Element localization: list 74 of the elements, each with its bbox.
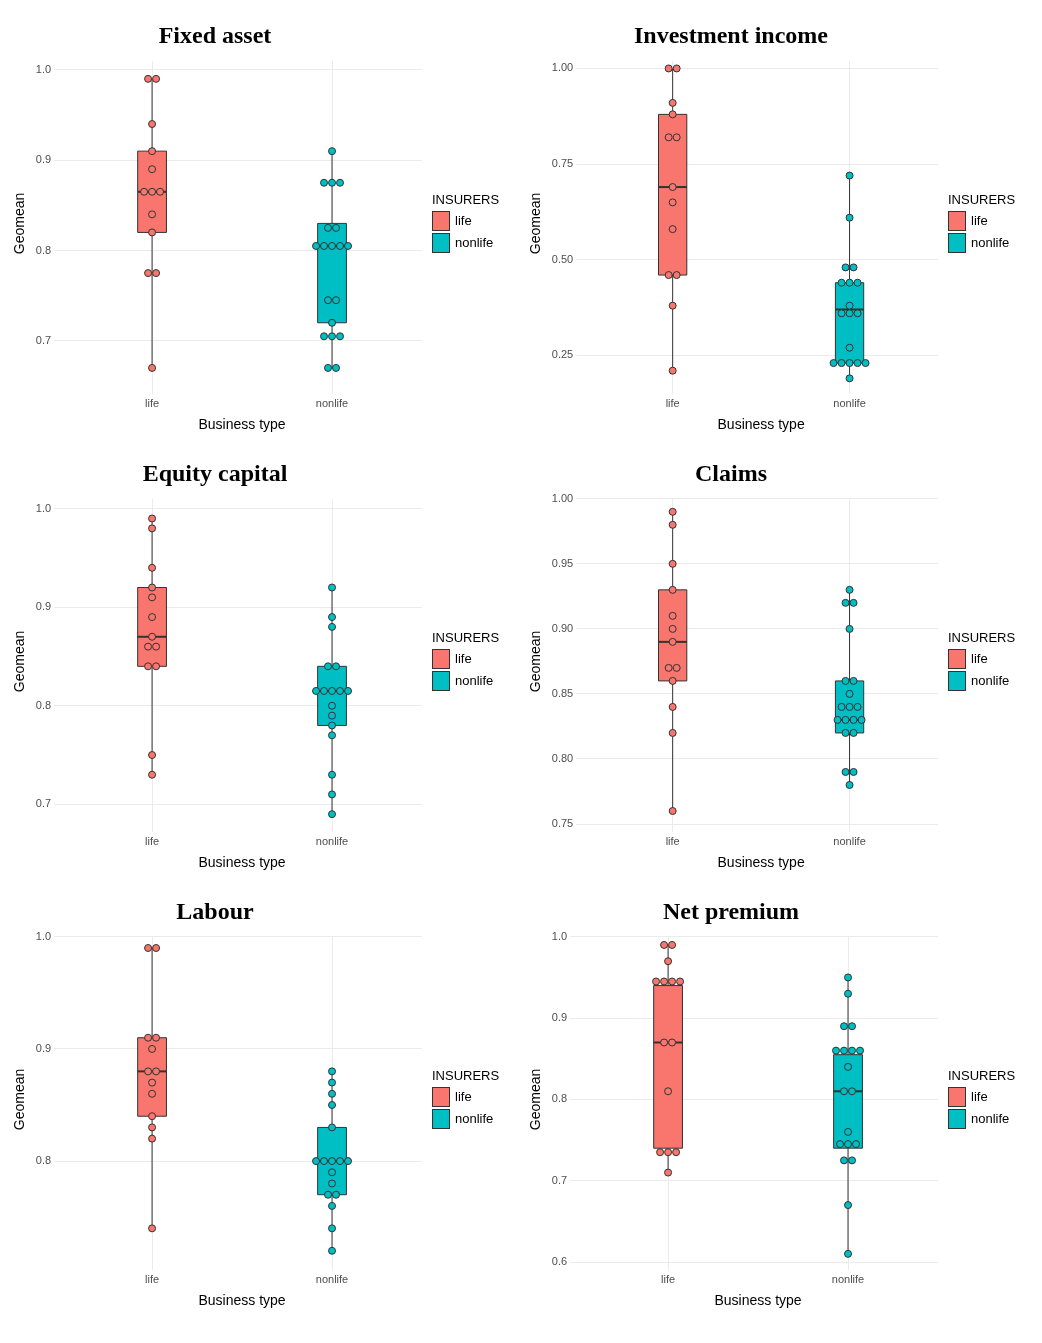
legend-label: life [971, 651, 988, 666]
y-tick-label: 0.6 [551, 1255, 568, 1268]
legend-title: INSURERS [432, 1067, 500, 1083]
x-tick-label: nonlife [315, 1272, 349, 1285]
y-tick-label: 0.25 [551, 348, 574, 361]
y-tick-label: 0.8 [35, 243, 52, 256]
legend-label: life [455, 651, 472, 666]
x-tick-label: nonlife [833, 834, 866, 847]
y-axis-title: Geomean [527, 630, 544, 693]
x-axis-title: Business type [198, 854, 286, 871]
legend-label: nonlife [971, 235, 1010, 250]
legend-label: nonlife [455, 1111, 494, 1126]
legend-title: INSURERS [948, 629, 1016, 645]
chart-title: Claims [695, 459, 767, 486]
x-tick-label: life [145, 396, 160, 409]
y-tick-label: 0.8 [551, 1092, 568, 1105]
y-axis-title: Geomean [527, 192, 544, 255]
x-tick-label: nonlife [315, 396, 349, 409]
chart-title: Investment income [634, 21, 829, 48]
x-tick-label: nonlife [315, 834, 349, 847]
y-tick-label: 0.9 [551, 1011, 568, 1024]
x-tick-label: life [661, 1272, 676, 1285]
legend-title: INSURERS [948, 191, 1016, 207]
y-tick-label: 0.8 [35, 1154, 52, 1167]
y-tick-label: 0.7 [551, 1173, 568, 1186]
y-tick-label: 0.80 [551, 751, 574, 764]
x-tick-label: life [145, 1272, 160, 1285]
y-axis-title: Geomean [11, 630, 28, 693]
y-tick-label: 1.00 [551, 61, 574, 74]
legend-label: life [971, 1089, 988, 1104]
x-axis-title: Business type [198, 416, 286, 433]
y-tick-label: 1.0 [551, 929, 568, 942]
y-tick-label: 0.75 [551, 157, 574, 170]
legend-label: nonlife [455, 673, 494, 688]
x-tick-label: life [665, 396, 680, 409]
x-tick-label: nonlife [831, 1272, 865, 1285]
chart-title: Net premium [662, 897, 800, 924]
x-tick-label: life [145, 834, 160, 847]
legend-title: INSURERS [432, 629, 500, 645]
chart-title: Equity capital [142, 459, 288, 486]
x-axis-title: Business type [717, 416, 805, 433]
x-tick-label: nonlife [833, 396, 866, 409]
y-tick-label: 0.85 [551, 686, 574, 699]
y-tick-label: 0.75 [551, 817, 574, 830]
y-tick-label: 1.0 [35, 929, 52, 942]
legend-title: INSURERS [948, 1067, 1016, 1083]
x-tick-label: life [665, 834, 680, 847]
y-tick-label: 0.9 [35, 153, 52, 166]
y-tick-label: 1.0 [35, 62, 52, 75]
y-tick-label: 1.0 [35, 501, 52, 514]
chart-title: Labour [176, 897, 255, 924]
y-axis-title: Geomean [11, 192, 28, 255]
x-axis-title: Business type [714, 1292, 802, 1309]
y-tick-label: 0.9 [35, 1041, 52, 1054]
y-tick-label: 1.00 [551, 491, 574, 504]
legend-title: INSURERS [432, 191, 500, 207]
y-tick-label: 0.7 [35, 333, 52, 346]
y-tick-label: 0.8 [35, 698, 52, 711]
chart-title: Fixed asset [158, 21, 272, 48]
x-axis-title: Business type [717, 854, 805, 871]
legend-label: life [455, 213, 472, 228]
legend-label: nonlife [455, 235, 494, 250]
y-tick-label: 0.7 [35, 797, 52, 810]
legend-label: nonlife [971, 673, 1010, 688]
y-axis-title: Geomean [527, 1068, 544, 1131]
y-tick-label: 0.95 [551, 556, 574, 569]
y-tick-label: 0.9 [35, 600, 52, 613]
legend-label: nonlife [971, 1111, 1010, 1126]
y-axis-title: Geomean [11, 1068, 28, 1131]
x-axis-title: Business type [198, 1292, 286, 1309]
y-tick-label: 0.90 [551, 621, 574, 634]
legend-label: life [971, 213, 988, 228]
y-tick-label: 0.50 [551, 252, 574, 265]
legend-label: life [455, 1089, 472, 1104]
